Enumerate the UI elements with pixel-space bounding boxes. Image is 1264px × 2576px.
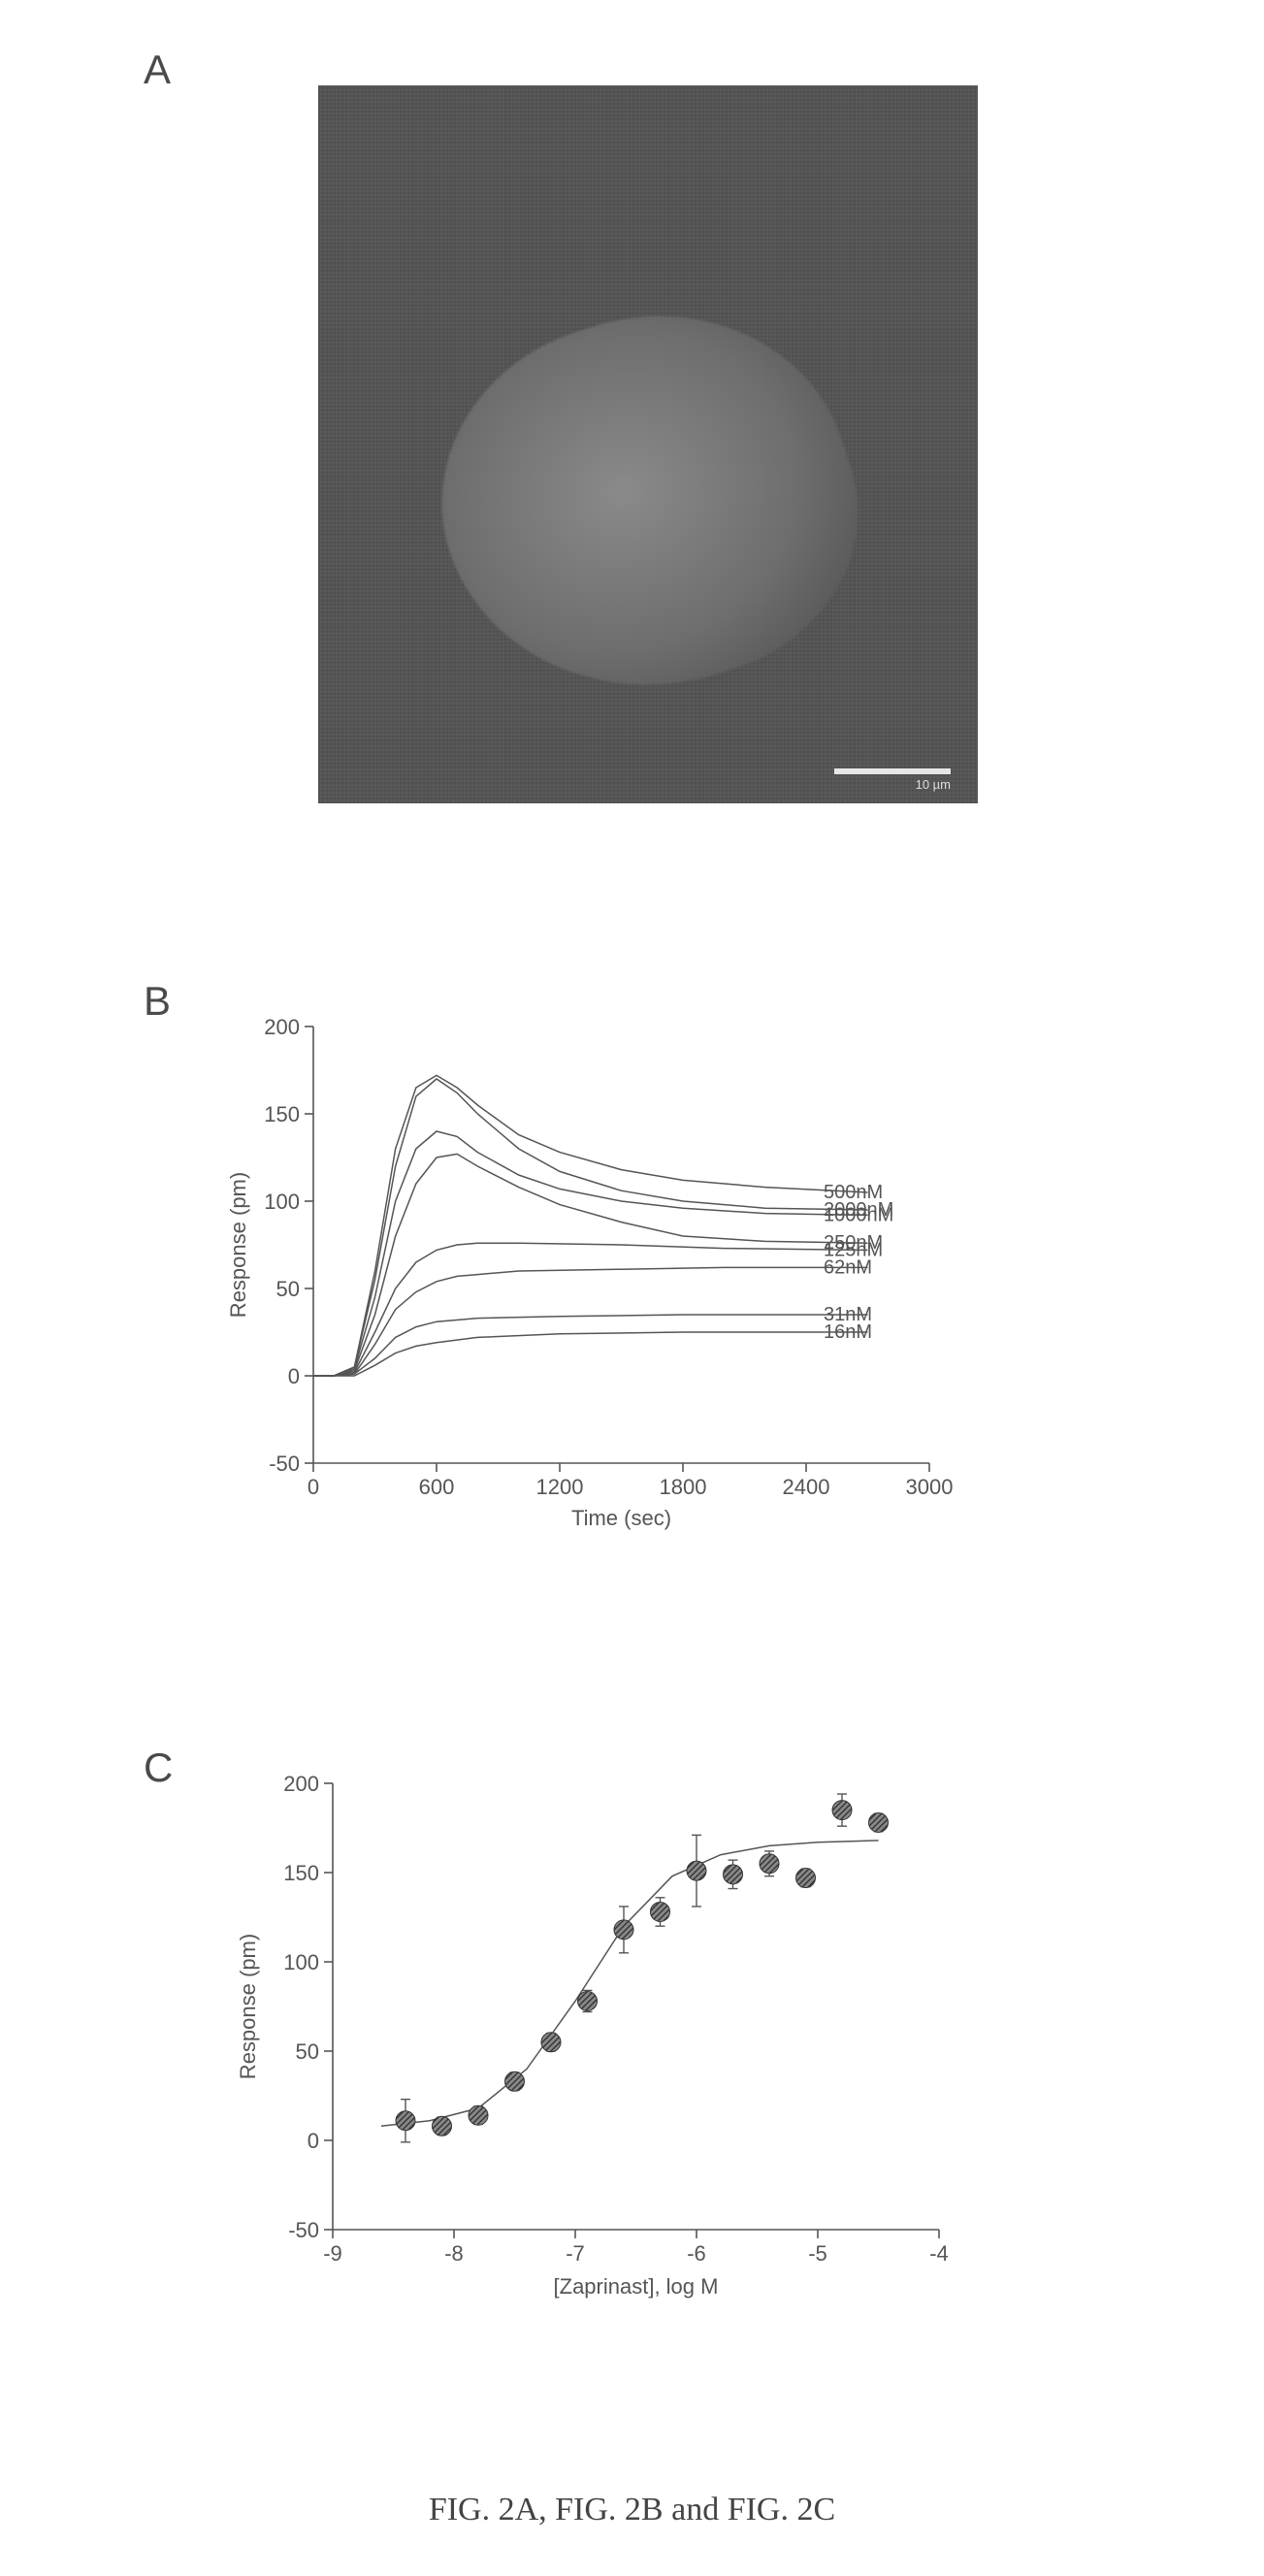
svg-text:0: 0 [308,1475,319,1499]
svg-text:-7: -7 [566,2241,585,2266]
svg-text:100: 100 [264,1190,300,1214]
svg-text:16nM: 16nM [824,1321,872,1343]
svg-text:Time (sec): Time (sec) [571,1506,671,1530]
svg-text:50: 50 [296,2039,319,2064]
svg-text:[Zaprinast], log M: [Zaprinast], log M [554,2274,719,2299]
figure-caption: FIG. 2A, FIG. 2B and FIG. 2C [8,2492,1256,2528]
svg-text:Response (pm): Response (pm) [226,1172,250,1318]
panel-c-label: C [144,1745,173,1791]
dose-response-chart: -50 0 50 100 150 200 -9 -8 -7 -6 -5 -4 Response (pm)… [221,1764,1017,2331]
svg-text:2400: 2400 [783,1475,830,1499]
panel-a-label: A [144,47,171,93]
svg-text:-6: -6 [687,2241,706,2266]
svg-text:150: 150 [264,1102,300,1126]
svg-text:1200: 1200 [536,1475,584,1499]
panel-a: A 10 µm [8,47,1256,920]
svg-text:-9: -9 [323,2241,342,2266]
scale-bar-label: 10 µm [916,777,951,792]
svg-text:Response (pm): Response (pm) [236,1934,260,2079]
panel-b: B -50 0 50 100 150 200 0 600 1200 1800 2400 3000 Res… [8,978,1256,1677]
svg-text:0: 0 [288,1364,300,1388]
response-time-chart: -50 0 50 100 150 200 0 600 1200 1800 2400 3000 Respo… [221,1007,1055,1555]
svg-text:200: 200 [264,1015,300,1039]
svg-text:62nM: 62nM [824,1256,872,1278]
svg-text:-8: -8 [444,2241,464,2266]
microscopy-image: 10 µm [318,85,978,803]
svg-text:100: 100 [283,1950,319,1974]
svg-text:200: 200 [283,1772,319,1796]
svg-text:3000: 3000 [906,1475,954,1499]
svg-text:-5: -5 [808,2241,827,2266]
svg-text:-4: -4 [929,2241,949,2266]
svg-text:150: 150 [283,1861,319,1885]
svg-text:50: 50 [276,1277,300,1301]
panel-c: C -50 0 50 100 150 200 -9 -8 -7 -6 -5 -4 Response (p… [8,1735,1256,2433]
svg-text:1800: 1800 [660,1475,707,1499]
scale-bar [834,768,951,774]
svg-text:-50: -50 [288,2218,319,2242]
svg-text:0: 0 [308,2129,319,2153]
svg-text:600: 600 [419,1475,455,1499]
panel-b-label: B [144,978,171,1025]
svg-text:1000nM: 1000nM [824,1204,893,1225]
svg-text:-50: -50 [269,1451,300,1476]
